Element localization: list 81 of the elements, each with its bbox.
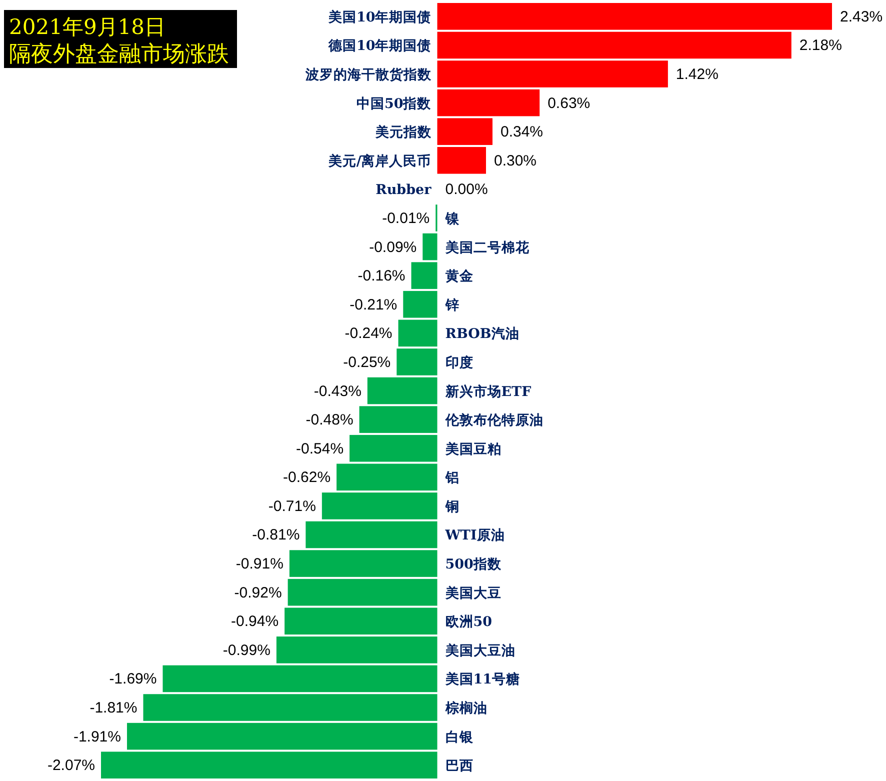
y-tick-label: 欧洲50 (445, 614, 492, 630)
y-tick-label: 波罗的海干散货指数 (304, 66, 432, 83)
data-label: 0.63% (548, 94, 590, 112)
data-label: -0.16% (358, 268, 406, 285)
data-label: -1.91% (73, 728, 121, 746)
data-label: 2.18% (799, 37, 842, 54)
data-label: -0.25% (343, 354, 391, 371)
y-tick-label: 500指数 (445, 556, 502, 573)
y-tick-label: 美元/离岸人民币 (327, 152, 432, 170)
bar (437, 3, 832, 30)
bar (437, 60, 668, 88)
y-tick-label: 美国10年期国债 (327, 8, 432, 26)
bar (284, 608, 438, 635)
y-tick-label: RBOB汽油 (445, 326, 520, 342)
data-label: 0.30% (494, 152, 537, 170)
data-label: -0.92% (234, 584, 282, 602)
bar (350, 434, 438, 462)
data-label: -0.09% (369, 238, 417, 256)
y-tick-label: 伦敦布伦特原油 (444, 412, 544, 429)
bar (336, 464, 438, 491)
data-label: -0.94% (231, 613, 279, 630)
data-label: -0.91% (236, 556, 284, 573)
data-label: 1.42% (676, 66, 718, 83)
y-tick-label: 美国豆粕 (444, 440, 502, 458)
data-label: -1.69% (109, 670, 157, 688)
y-tick-label: 巴西 (445, 758, 474, 774)
data-label: 0.00% (445, 181, 488, 198)
y-tick-label: 棕榈油 (444, 700, 488, 717)
text: 2021年9月18日 (9, 15, 166, 39)
bar (289, 550, 438, 577)
data-label: -0.81% (252, 526, 300, 544)
y-tick-label: 印度 (445, 354, 474, 371)
bar (437, 118, 492, 145)
bar (437, 32, 792, 59)
y-tick-label: 新兴市场ETF (444, 382, 532, 400)
y-tick-label: 美国二号棉花 (444, 238, 530, 256)
data-label: 2.43% (840, 8, 883, 26)
y-tick-label: 美国大豆油 (444, 642, 516, 659)
bar (143, 694, 438, 721)
y-tick-label: 德国10年期国债 (327, 38, 432, 54)
bar (126, 722, 438, 750)
y-tick-label: 美国11号糖 (444, 670, 520, 688)
data-label: -0.21% (350, 296, 398, 314)
bar (437, 146, 486, 174)
bar (359, 406, 438, 433)
bar (422, 233, 438, 260)
bar (288, 578, 438, 606)
data-label: -1.81% (90, 700, 138, 717)
text: 隔夜外盘金融市场涨跌 (9, 42, 229, 67)
y-tick-label: 白银 (445, 729, 474, 746)
y-tick-label: 黄金 (444, 268, 474, 285)
y-tick-label: 美元指数 (374, 124, 432, 141)
y-tick-label: Rubber (376, 182, 432, 198)
y-tick-label: 锌 (444, 297, 460, 314)
bar (101, 752, 438, 778)
data-label: -0.24% (344, 325, 392, 342)
bar (403, 290, 438, 318)
data-label: 0.34% (500, 124, 544, 141)
y-tick-label: 铜 (444, 498, 460, 515)
bar (396, 348, 438, 376)
y-tick-label: 美国大豆 (444, 584, 502, 602)
bar (437, 89, 540, 116)
bar (306, 521, 438, 548)
bar (322, 492, 438, 520)
data-label: -0.99% (222, 642, 270, 659)
data-label: -0.54% (296, 440, 344, 458)
bar (276, 636, 438, 664)
bar (411, 262, 438, 289)
bar (162, 665, 438, 692)
y-tick-label: 镍 (444, 210, 460, 227)
bar (367, 377, 438, 404)
bar (398, 320, 438, 347)
data-label: -0.43% (314, 382, 362, 400)
data-label: -2.07% (47, 757, 95, 774)
data-label: -0.62% (283, 469, 331, 486)
data-label: -0.71% (268, 498, 316, 515)
data-label: -0.48% (306, 412, 354, 429)
data-label: -0.01% (382, 210, 430, 227)
y-tick-label: WTI原油 (444, 528, 505, 544)
y-tick-label: 铝 (444, 470, 460, 486)
y-tick-label: 中国50指数 (356, 96, 432, 112)
